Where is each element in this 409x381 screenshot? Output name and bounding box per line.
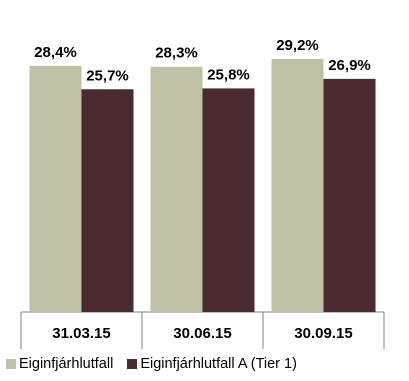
data-label-eiginfjarhlutfall-1: 28,4% bbox=[34, 44, 77, 61]
data-label-eiginfjarhlutfall-3: 29,2% bbox=[276, 37, 319, 54]
legend-item-series-2: Eiginfjárhlutfall A (Tier 1) bbox=[127, 356, 297, 372]
bar-eiginfjarhlutfall-2 bbox=[150, 66, 203, 312]
data-label-tier1-1: 25,7% bbox=[86, 67, 129, 84]
legend-swatch-series-2 bbox=[127, 359, 138, 369]
bar-eiginfjarhlutfall-1 bbox=[29, 65, 82, 312]
bar-tier1-2 bbox=[202, 88, 255, 313]
bar-eiginfjarhlutfall-3 bbox=[271, 58, 324, 312]
x-tick-label-1: 31.03.15 bbox=[52, 325, 110, 342]
x-tick-label-3: 30.09.15 bbox=[294, 325, 352, 342]
legend-swatch-series-1 bbox=[6, 359, 16, 369]
data-label-tier1-2: 25,8% bbox=[207, 66, 250, 83]
bar-tier1-1 bbox=[81, 89, 134, 313]
legend-item-series-1: Eiginfjárhlutfall bbox=[6, 356, 113, 372]
legend-label-series-2: Eiginfjárhlutfall A (Tier 1) bbox=[140, 356, 297, 372]
data-label-eiginfjarhlutfall-2: 28,3% bbox=[155, 45, 198, 62]
legend-label-series-1: Eiginfjárhlutfall bbox=[19, 356, 114, 372]
legend: Eiginfjárhlutfall Eiginfjárhlutfall A (T… bbox=[6, 356, 311, 372]
x-tick-label-2: 30.06.15 bbox=[173, 325, 231, 342]
data-label-tier1-3: 26,9% bbox=[328, 57, 371, 74]
bar-tier1-3 bbox=[323, 78, 376, 312]
